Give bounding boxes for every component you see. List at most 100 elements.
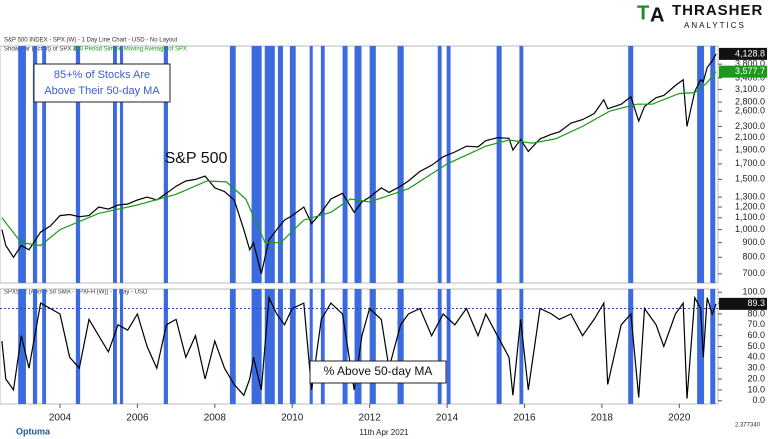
band bbox=[289, 46, 296, 283]
band bbox=[519, 46, 524, 283]
band bbox=[264, 46, 275, 283]
y-tick-label: 3,800.0 bbox=[735, 59, 765, 69]
series-line bbox=[1, 71, 717, 247]
band bbox=[113, 46, 117, 283]
x-tick-label: 2006 bbox=[126, 413, 149, 424]
y-tick-label: 10.0 bbox=[747, 384, 765, 394]
band bbox=[229, 46, 236, 283]
y-tick-label: 1,500.0 bbox=[735, 174, 765, 184]
band bbox=[369, 289, 376, 404]
band bbox=[397, 46, 404, 283]
band bbox=[320, 46, 325, 283]
x-tick-label: 2014 bbox=[436, 413, 459, 424]
top-subtitle: Show Bar (Script) of SPX & bbox=[4, 47, 77, 53]
band bbox=[437, 46, 442, 283]
band bbox=[113, 289, 117, 404]
y-tick-label: 1,000.0 bbox=[735, 224, 765, 234]
footer-date: 11th Apr 2021 bbox=[359, 428, 409, 437]
y-tick-label: 1,700.0 bbox=[735, 158, 765, 168]
annotation-box bbox=[33, 63, 171, 103]
series-line bbox=[1, 53, 717, 274]
band bbox=[496, 46, 502, 283]
band bbox=[697, 289, 705, 404]
band bbox=[251, 46, 262, 283]
x-tick-label: 2004 bbox=[49, 413, 72, 424]
logo-subtitle: ANALYTICS bbox=[684, 21, 746, 30]
band bbox=[446, 46, 451, 283]
band bbox=[229, 289, 236, 404]
band bbox=[251, 289, 262, 404]
y-tick-label: 100.0 bbox=[742, 287, 765, 297]
y-tick-label: 1,300.0 bbox=[735, 191, 765, 201]
band bbox=[369, 46, 376, 283]
band bbox=[496, 289, 502, 404]
last-value-box bbox=[719, 65, 767, 78]
band bbox=[264, 289, 275, 404]
y-tick-label: 2,300.0 bbox=[735, 121, 765, 131]
y-tick-label: 2,600.0 bbox=[735, 106, 765, 116]
y-tick-label: 40.0 bbox=[747, 352, 765, 362]
series-label: S&P 500 bbox=[165, 150, 228, 167]
y-tick-label: 3,100.0 bbox=[735, 84, 765, 94]
top-title: S&P 500 INDEX - SPX (W) - 1 Day Line Cha… bbox=[4, 38, 178, 44]
band bbox=[42, 289, 47, 404]
y-tick-label: 50.0 bbox=[747, 341, 765, 351]
annotation: Above Their 50-day MA bbox=[44, 85, 160, 97]
y-tick-label: 30.0 bbox=[747, 363, 765, 373]
y-tick-label: 900.0 bbox=[742, 237, 765, 247]
band bbox=[163, 46, 168, 283]
band bbox=[397, 289, 404, 404]
band bbox=[18, 289, 26, 404]
last-value-label: 89.3 bbox=[747, 298, 765, 308]
series-line bbox=[1, 295, 717, 399]
band bbox=[354, 46, 362, 283]
y-tick-label: 1,200.0 bbox=[735, 201, 765, 211]
band bbox=[75, 46, 81, 283]
y-tick-label: 20.0 bbox=[747, 373, 765, 383]
y-tick-label: 700.0 bbox=[742, 268, 765, 278]
band bbox=[277, 289, 283, 404]
logo-title: THRASHER bbox=[672, 2, 763, 19]
band bbox=[75, 289, 81, 404]
x-tick-label: 2016 bbox=[513, 413, 536, 424]
band bbox=[446, 289, 451, 404]
brand: Optuma bbox=[16, 426, 51, 436]
band bbox=[354, 289, 362, 404]
y-tick-label: 1,100.0 bbox=[735, 212, 765, 222]
logo-mark: T bbox=[637, 2, 649, 24]
ma-legend: 200 Period Simple Moving Average of SPX bbox=[73, 47, 187, 53]
x-tick-label: 2020 bbox=[668, 413, 691, 424]
band bbox=[32, 289, 38, 404]
annotation: 85+% of Stocks Are bbox=[54, 69, 150, 81]
band bbox=[342, 46, 348, 283]
series-label: % Above 50-day MA bbox=[324, 364, 433, 378]
band bbox=[320, 289, 325, 404]
x-tick-label: 2018 bbox=[591, 413, 614, 424]
logo-mark: A bbox=[650, 4, 664, 26]
y-tick-label: 2,100.0 bbox=[735, 132, 765, 142]
y-tick-label: 0.0 bbox=[752, 395, 765, 405]
y-tick-label: 60.0 bbox=[747, 330, 765, 340]
band bbox=[32, 46, 38, 283]
x-tick-label: 2012 bbox=[359, 413, 382, 424]
version: 2.377340 bbox=[735, 423, 761, 429]
y-tick-label: 2,800.0 bbox=[735, 96, 765, 106]
last-value-box bbox=[719, 297, 767, 310]
y-tick-label: 1,900.0 bbox=[735, 144, 765, 154]
y-tick-label: 800.0 bbox=[742, 252, 765, 262]
band bbox=[342, 289, 348, 404]
band bbox=[163, 289, 168, 404]
band bbox=[519, 289, 524, 404]
band bbox=[119, 46, 124, 283]
band bbox=[437, 289, 442, 404]
band bbox=[119, 289, 124, 404]
band bbox=[628, 46, 634, 283]
y-tick-label: 80.0 bbox=[747, 308, 765, 318]
band bbox=[710, 46, 716, 283]
last-value-box bbox=[719, 47, 767, 60]
last-value-label: 3,577.7 bbox=[735, 66, 765, 76]
band bbox=[18, 46, 26, 283]
x-tick-label: 2010 bbox=[281, 413, 304, 424]
annotation-box bbox=[309, 360, 447, 384]
